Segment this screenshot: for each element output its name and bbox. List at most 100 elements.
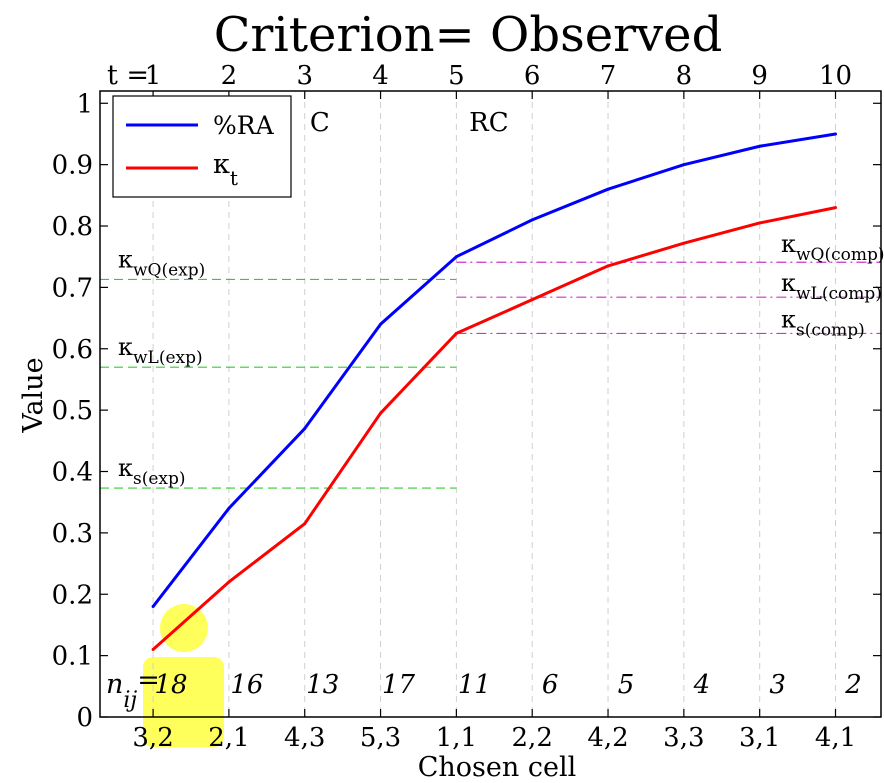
chart-title: Criterion= Observed bbox=[214, 7, 723, 63]
bottom-tick-label: 5,3 bbox=[360, 723, 401, 753]
reference-label: κs(exp) bbox=[118, 454, 186, 489]
n-prefix-equals: = bbox=[137, 665, 160, 696]
reference-label: κs(comp) bbox=[781, 305, 865, 340]
y-tick-labels: 0 0.1 0.2 0.3 0.4 0.5 0.6 0.7 0.8 0.9 1 bbox=[52, 89, 93, 733]
series-point-kappa-7 bbox=[606, 264, 610, 268]
region-annotation: C bbox=[310, 108, 330, 138]
reference-label-symbol: κ bbox=[781, 230, 796, 258]
reference-label-sub: s(comp) bbox=[796, 320, 865, 340]
series-point-kappa-9 bbox=[758, 221, 762, 225]
bottom-tick-label: 3,3 bbox=[663, 723, 704, 753]
series-point-kappa-1 bbox=[151, 647, 155, 651]
n-value: 5 bbox=[618, 670, 635, 700]
series-point-ra-5 bbox=[454, 255, 458, 259]
series-point-kappa-2 bbox=[227, 580, 231, 584]
highlight-first-cell bbox=[143, 657, 224, 747]
n-value: 11 bbox=[458, 670, 491, 700]
y-tick-label: 0.9 bbox=[52, 151, 93, 181]
reference-label-symbol: κ bbox=[118, 333, 133, 361]
series-point-kappa-6 bbox=[530, 298, 534, 302]
series-point-ra-3 bbox=[303, 427, 307, 431]
legend-kappa-symbol: κ bbox=[213, 149, 230, 180]
n-value: 6 bbox=[542, 670, 559, 700]
series-point-kappa-3 bbox=[303, 522, 307, 526]
n-value: 2 bbox=[844, 670, 862, 700]
reference-line-labels: κwQ(exp)κwL(exp)κs(exp)κwQ(comp)κwL(comp… bbox=[118, 230, 884, 489]
bottom-tick-label: 2,2 bbox=[512, 723, 553, 753]
series-point-ra-8 bbox=[682, 163, 686, 167]
axis-ticks bbox=[100, 91, 881, 718]
n-values: 18 16 13 17 11 6 5 4 3 2 bbox=[155, 670, 862, 700]
y-tick-label: 1 bbox=[76, 89, 93, 119]
top-tick-label: 7 bbox=[600, 61, 617, 91]
series-point-kappa-4 bbox=[379, 411, 383, 415]
top-tick-label: 9 bbox=[751, 61, 768, 91]
y-tick-label: 0.1 bbox=[52, 642, 93, 672]
legend-box bbox=[112, 95, 292, 198]
region-annotation: RC bbox=[469, 108, 508, 138]
region-annotations: C RC bbox=[310, 108, 509, 138]
series-layer bbox=[151, 132, 838, 651]
top-tick-label: 10 bbox=[819, 61, 852, 91]
n-prefix: nij= bbox=[106, 665, 160, 713]
bottom-tick-label: 4,3 bbox=[284, 723, 325, 753]
n-prefix-letter: n bbox=[106, 669, 123, 700]
highlight-group bbox=[143, 604, 224, 747]
n-value: 3 bbox=[769, 670, 786, 700]
reference-label-symbol: κ bbox=[781, 305, 796, 333]
n-value: 13 bbox=[306, 670, 339, 700]
legend-label-ra: %RA bbox=[213, 111, 275, 140]
bottom-tick-label: 2,1 bbox=[208, 723, 249, 753]
plot-area-border bbox=[99, 90, 882, 718]
y-tick-label: 0.7 bbox=[52, 273, 93, 303]
series-point-ra-9 bbox=[758, 144, 762, 148]
series-line-kappa bbox=[152, 206, 836, 651]
legend-label-kappa: κt bbox=[213, 149, 238, 190]
reference-label-sub: wQ(exp) bbox=[133, 260, 205, 280]
n-value: 4 bbox=[693, 670, 711, 700]
n-value: 17 bbox=[382, 670, 416, 700]
reference-label-symbol: κ bbox=[118, 454, 133, 482]
bottom-tick-labels: 3,2 2,1 4,3 5,3 1,1 2,2 4,2 3,3 3,1 4,1 bbox=[132, 723, 856, 753]
reference-label-sub: s(exp) bbox=[133, 469, 186, 489]
bottom-tick-label: 3,1 bbox=[739, 723, 780, 753]
reference-label-symbol: κ bbox=[118, 245, 133, 273]
reference-label-sub: wL(exp) bbox=[133, 348, 203, 368]
series-point-ra-4 bbox=[379, 322, 383, 326]
series-point-ra-10 bbox=[834, 132, 838, 136]
reference-label-sub: wL(comp) bbox=[796, 284, 882, 304]
n-value: 18 bbox=[155, 670, 188, 700]
series-line-ra bbox=[151, 132, 836, 608]
legend: %RA κt bbox=[112, 95, 292, 198]
top-tick-label: 6 bbox=[524, 61, 541, 91]
top-tick-label: 8 bbox=[676, 61, 693, 91]
bottom-tick-label: 3,2 bbox=[132, 723, 173, 753]
top-tick-label: 2 bbox=[221, 61, 238, 91]
highlight-first-point bbox=[160, 604, 208, 652]
n-prefix-sub: ij bbox=[123, 688, 137, 713]
y-axis-label: Value bbox=[18, 357, 49, 433]
top-axis-prefix: t = bbox=[107, 60, 149, 91]
n-value: 16 bbox=[230, 670, 263, 700]
series-point-kappa-8 bbox=[682, 241, 686, 245]
y-tick-label: 0.2 bbox=[52, 580, 93, 610]
top-tick-labels: 1 2 3 4 5 6 7 8 9 10 bbox=[145, 61, 852, 91]
reference-label: κwL(comp) bbox=[781, 269, 882, 304]
reference-label: κwL(exp) bbox=[118, 333, 203, 368]
series-point-ra-2 bbox=[227, 506, 231, 510]
reference-label-sub: wQ(comp) bbox=[796, 245, 884, 265]
y-tick-label: 0.8 bbox=[52, 212, 93, 242]
top-tick-label: 4 bbox=[372, 61, 389, 91]
bottom-tick-label: 4,2 bbox=[587, 723, 628, 753]
legend-kappa-sub: t bbox=[230, 166, 238, 190]
reference-label: κwQ(comp) bbox=[781, 230, 884, 265]
top-tick-label: 3 bbox=[296, 61, 313, 91]
reference-label-symbol: κ bbox=[781, 269, 796, 297]
y-tick-label: 0.5 bbox=[52, 396, 93, 426]
bottom-tick-label: 4,1 bbox=[815, 723, 856, 753]
series-point-ra-1 bbox=[151, 605, 155, 609]
y-tick-label: 0.6 bbox=[52, 335, 93, 365]
series-point-kappa-10 bbox=[834, 206, 838, 210]
series-point-ra-7 bbox=[606, 187, 610, 191]
top-tick-label: 5 bbox=[448, 61, 465, 91]
